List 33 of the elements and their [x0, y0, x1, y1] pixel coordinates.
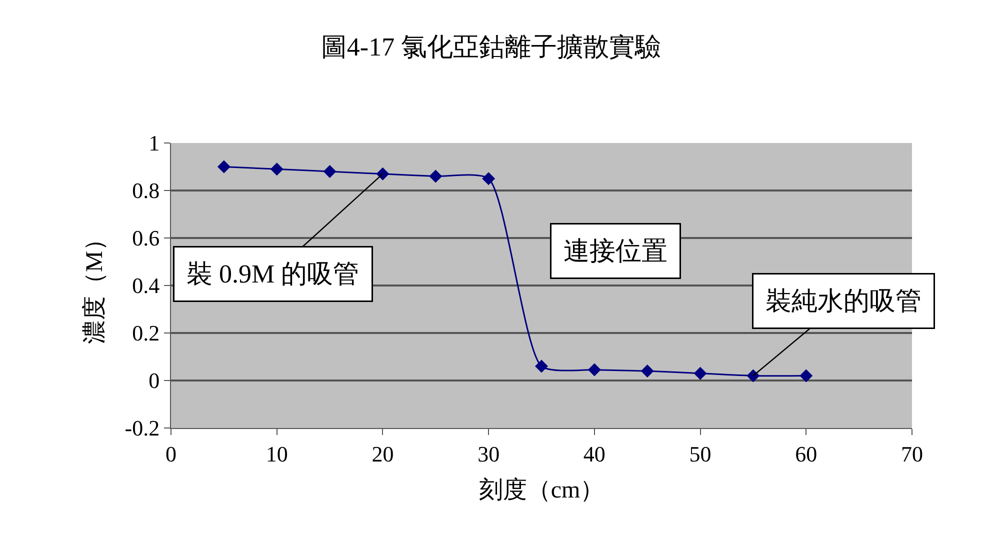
x-tick-label: 20 [372, 441, 394, 466]
point [746, 369, 760, 382]
point [429, 170, 442, 183]
x-tick-label: 30 [478, 441, 500, 466]
y-tick-label: -0.2 [124, 416, 160, 441]
x-tick-label: 70 [901, 441, 923, 466]
y-tick-label: 1 [148, 130, 160, 156]
point [694, 366, 707, 380]
point [217, 160, 230, 174]
x-tick-label: 10 [266, 441, 288, 466]
x-axis-title: 刻度（cm） [478, 476, 604, 504]
point [588, 363, 601, 376]
annotation: 裝 0.9M 的吸管 [186, 260, 360, 288]
chart-title: 圖4-17 氯化亞鈷離子擴散實驗 [320, 32, 662, 62]
y-tick-label: 0.8 [132, 178, 160, 204]
point [535, 360, 548, 373]
x-tick-label: 0 [166, 441, 176, 466]
point [323, 165, 336, 178]
annotation: 裝純水的吸管 [766, 286, 922, 316]
point [376, 167, 390, 180]
y-tick-label: 0 [148, 368, 160, 394]
x-tick-label: 50 [689, 441, 712, 466]
x-tick-label: 60 [795, 441, 818, 466]
point [640, 364, 654, 378]
y-tick-label: 0.2 [132, 320, 160, 346]
point [800, 369, 813, 382]
annotation: 連接位置 [564, 236, 668, 266]
point [482, 172, 496, 186]
x-tick-label: 40 [583, 441, 606, 466]
y-tick-label: 0.4 [132, 273, 160, 298]
y-tick-label: 0.6 [132, 226, 160, 251]
y-axis-title: 濃度（M） [80, 226, 108, 344]
point [270, 162, 284, 176]
